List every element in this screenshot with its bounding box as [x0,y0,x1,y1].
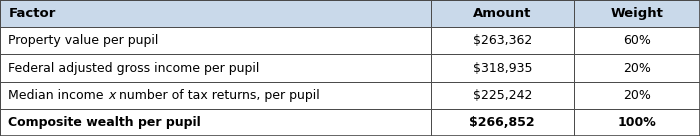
Bar [574,54,700,82]
Text: Median income: Median income [8,89,108,102]
Text: $266,852: $266,852 [470,116,535,129]
Text: x: x [108,89,116,102]
Bar [574,109,700,136]
Text: Weight: Weight [610,7,664,20]
Text: 20%: 20% [623,89,651,102]
Bar [430,54,574,82]
Bar [0,54,430,82]
Bar [430,82,574,109]
Text: Federal adjusted gross income per pupil: Federal adjusted gross income per pupil [8,61,260,75]
Bar [0,27,430,54]
Bar [574,27,700,54]
Text: Composite wealth per pupil: Composite wealth per pupil [8,116,201,129]
Text: $225,242: $225,242 [473,89,532,102]
Text: Amount: Amount [473,7,531,20]
Bar [0,0,430,27]
Bar [430,27,574,54]
Bar [574,0,700,27]
Bar [574,82,700,109]
Text: $263,362: $263,362 [473,34,532,47]
Text: 20%: 20% [623,61,651,75]
Text: Factor: Factor [8,7,56,20]
Bar [430,0,574,27]
Text: 60%: 60% [623,34,651,47]
Bar [0,109,430,136]
Text: $318,935: $318,935 [473,61,532,75]
Text: Property value per pupil: Property value per pupil [8,34,159,47]
Text: 100%: 100% [617,116,657,129]
Bar [0,82,430,109]
Text: number of tax returns, per pupil: number of tax returns, per pupil [116,89,320,102]
Bar [430,109,574,136]
